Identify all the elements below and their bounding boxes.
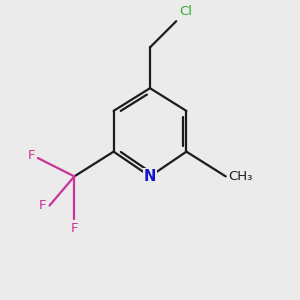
- Text: Cl: Cl: [179, 5, 192, 18]
- Text: F: F: [28, 148, 35, 162]
- Text: F: F: [70, 221, 78, 235]
- Text: CH₃: CH₃: [229, 170, 253, 183]
- Text: N: N: [144, 169, 156, 184]
- Text: F: F: [39, 199, 46, 212]
